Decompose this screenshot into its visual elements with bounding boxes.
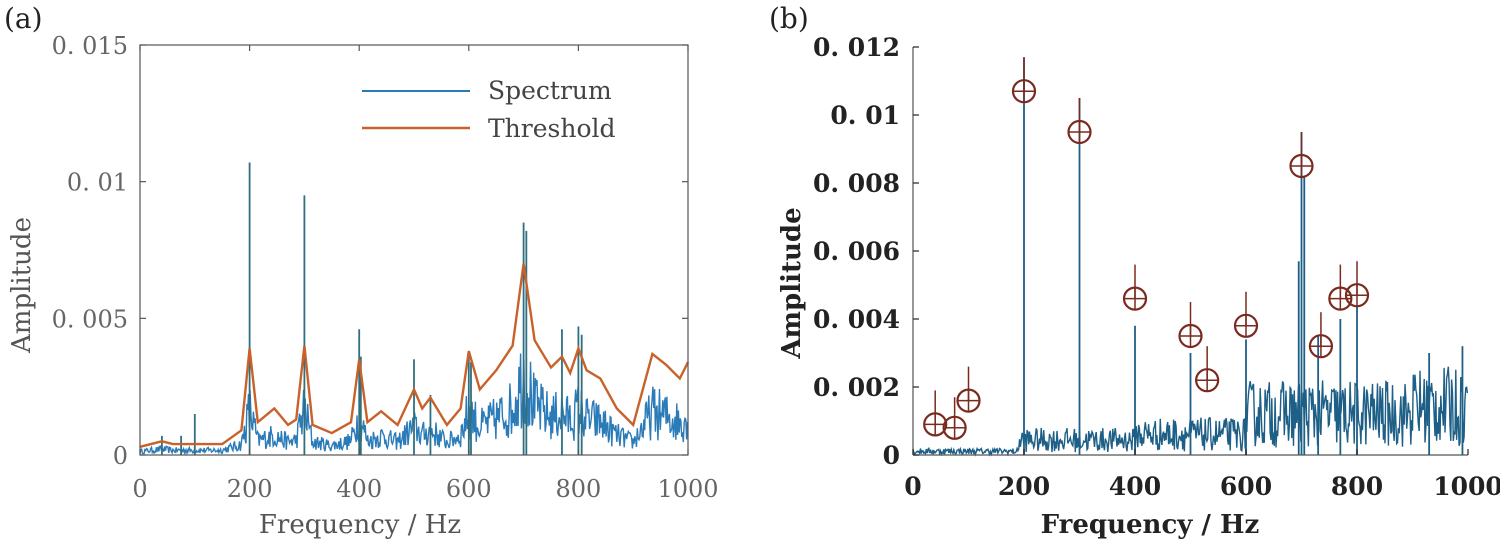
y-tick-label-b: 0. 002 <box>813 373 900 402</box>
y-ticks-b: 0 0. 002 0. 004 0. 006 0. 008 0. 01 0. 012 <box>813 33 919 470</box>
x-ticks-a: 0 200 400 600 800 1000 <box>132 45 719 503</box>
y-tick-label-a: 0 <box>113 442 128 470</box>
detected-peak-marker <box>1308 312 1334 359</box>
detected-peak-marker <box>1195 346 1220 393</box>
detected-peak-marker <box>1344 261 1370 308</box>
legend-spectrum-label: Spectrum <box>488 76 612 105</box>
x-axis-label-a: Frequency / Hz <box>259 510 461 540</box>
y-tick-label-b: 0. 008 <box>813 169 900 198</box>
detected-peak-marker <box>1011 57 1037 104</box>
y-tick-label-b: 0 <box>883 441 900 470</box>
detected-peak-marker <box>923 390 948 437</box>
x-tick-label-a: 0 <box>132 475 147 503</box>
x-tick-label-a: 600 <box>446 475 492 503</box>
detected-peak-marker <box>956 366 981 413</box>
x-ticks-b: 0 200 400 600 800 1000 <box>904 449 1500 501</box>
x-tick-label-b: 400 <box>1109 472 1161 501</box>
y-tick-label-a: 0. 015 <box>52 32 128 60</box>
detected-peak-marker <box>1178 302 1203 349</box>
spectrum-peaks-a <box>161 162 583 455</box>
x-axis-label-b: Frequency / Hz <box>1041 510 1260 540</box>
y-tick-label-a: 0. 01 <box>67 169 128 197</box>
y-axis-label-b: Amplitude <box>777 207 807 359</box>
panel-label-a: (a) <box>4 2 43 35</box>
detected-peak-markers <box>923 57 1370 440</box>
chart-a: (a) 0 200 400 600 800 1000 0 0. 005 0. 01 0. 015… <box>4 2 719 540</box>
y-tick-label-a: 0. 005 <box>52 305 128 333</box>
spectrum-peaks-b <box>1023 57 1464 455</box>
x-tick-label-b: 0 <box>904 472 921 501</box>
y-tick-label-b: 0. 01 <box>830 101 900 130</box>
legend-threshold-label: Threshold <box>488 114 616 143</box>
x-tick-label-b: 800 <box>1331 472 1383 501</box>
plot-frame-a <box>139 44 689 456</box>
detected-peak-marker <box>1289 132 1314 179</box>
detected-peak-marker <box>1328 264 1353 311</box>
y-axis-label-a: Amplitude <box>7 217 37 354</box>
y-tick-label-b: 0. 012 <box>813 33 900 62</box>
panel-label-b: (b) <box>769 2 809 35</box>
y-tick-label-b: 0. 006 <box>813 237 900 266</box>
chart-b: (b) 0 200 400 600 800 1000 0 0. 002 0. 004 0. 00… <box>769 2 1500 540</box>
y-tick-label-b: 0. 004 <box>813 305 900 334</box>
x-tick-label-b: 1000 <box>1433 472 1500 501</box>
detected-peak-marker <box>1233 291 1259 338</box>
x-tick-label-b: 600 <box>1220 472 1272 501</box>
detected-peak-marker <box>942 397 967 440</box>
x-tick-label-a: 800 <box>555 475 601 503</box>
x-tick-label-a: 1000 <box>657 475 718 503</box>
detected-peak-marker <box>1122 264 1148 311</box>
detected-peak-marker <box>1067 98 1092 145</box>
y-ticks-a: 0 0. 005 0. 01 0. 015 <box>52 32 688 470</box>
x-tick-label-a: 200 <box>227 475 273 503</box>
x-tick-label-a: 400 <box>336 475 382 503</box>
threshold-line-a <box>139 263 690 448</box>
x-tick-label-b: 200 <box>998 472 1050 501</box>
legend-a: Spectrum Threshold <box>362 76 616 143</box>
